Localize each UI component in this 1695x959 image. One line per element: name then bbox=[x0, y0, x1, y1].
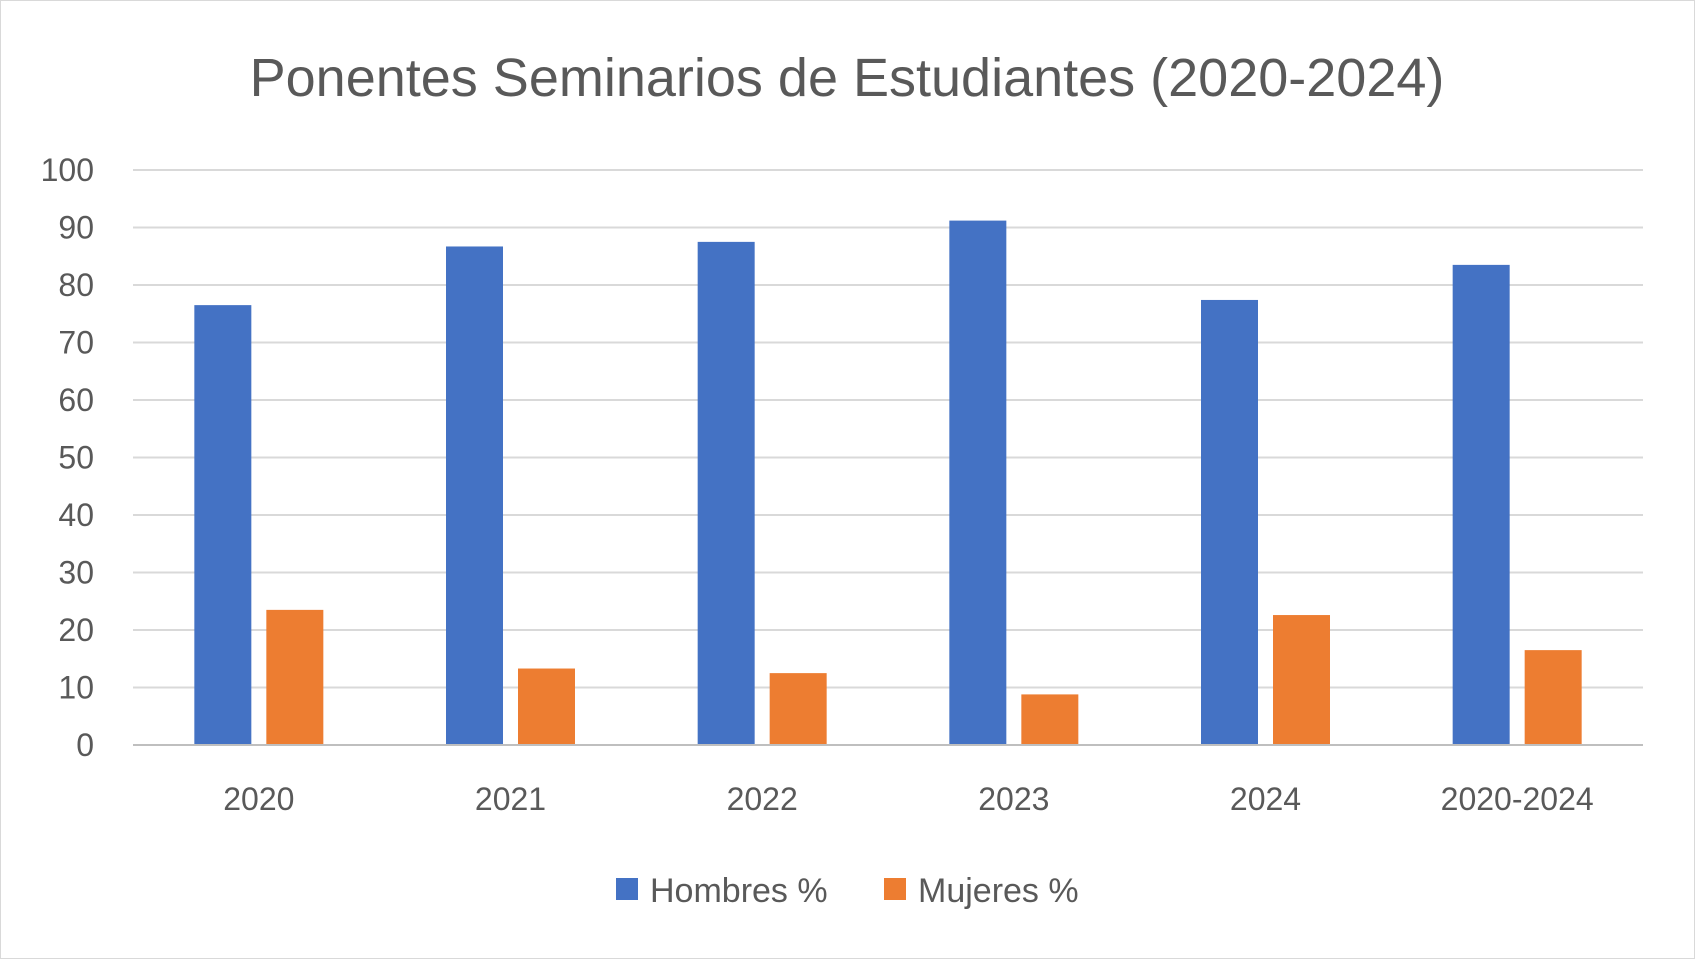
bar-mujeres-2020-2024 bbox=[1524, 650, 1582, 745]
bars bbox=[194, 220, 1582, 746]
y-tick-label: 60 bbox=[58, 382, 94, 418]
chart-title: Ponentes Seminarios de Estudiantes (2020… bbox=[250, 48, 1445, 108]
bar-mujeres-2020 bbox=[266, 609, 324, 745]
bar-hombres-2023 bbox=[949, 220, 1007, 746]
x-tick-label: 2024 bbox=[1230, 781, 1301, 817]
x-tick-label: 2020-2024 bbox=[1441, 781, 1594, 817]
y-tick-label: 30 bbox=[58, 555, 94, 591]
bar-hombres-2020 bbox=[194, 305, 252, 745]
bar-mujeres-2021 bbox=[518, 668, 575, 745]
y-tick-label: 10 bbox=[58, 670, 94, 706]
legend-swatch-mujeres bbox=[884, 878, 906, 900]
y-tick-label: 0 bbox=[76, 727, 94, 763]
y-tick-label: 70 bbox=[58, 325, 94, 361]
y-tick-label: 20 bbox=[58, 612, 94, 648]
y-tick-label: 50 bbox=[58, 440, 94, 476]
y-axis-ticks: 0 10 20 30 40 50 60 70 80 90 100 bbox=[41, 152, 94, 763]
y-tick-label: 40 bbox=[58, 497, 94, 533]
x-tick-label: 2022 bbox=[727, 781, 798, 817]
x-tick-label: 2023 bbox=[978, 781, 1049, 817]
bar-hombres-2021 bbox=[446, 246, 503, 745]
legend-label-hombres: Hombres % bbox=[650, 872, 828, 910]
x-tick-label: 2021 bbox=[475, 781, 546, 817]
legend: Hombres % Mujeres % bbox=[616, 872, 1079, 910]
x-axis-ticks: 2020 2021 2022 2023 2024 2020-2024 bbox=[223, 781, 1593, 817]
bar-mujeres-2022 bbox=[769, 673, 827, 745]
bar-hombres-2024 bbox=[1201, 299, 1258, 745]
bar-hombres-2020-2024 bbox=[1452, 264, 1510, 745]
x-tick-label: 2020 bbox=[223, 781, 294, 817]
y-tick-label: 100 bbox=[41, 152, 94, 188]
y-tick-label: 80 bbox=[58, 267, 94, 303]
bar-mujeres-2023 bbox=[1021, 694, 1079, 745]
legend-swatch-hombres bbox=[616, 878, 638, 900]
bar-mujeres-2024 bbox=[1273, 615, 1330, 745]
bar-hombres-2022 bbox=[697, 241, 755, 745]
gridlines bbox=[133, 169, 1643, 689]
y-tick-label: 90 bbox=[58, 210, 94, 246]
legend-label-mujeres: Mujeres % bbox=[918, 872, 1079, 910]
